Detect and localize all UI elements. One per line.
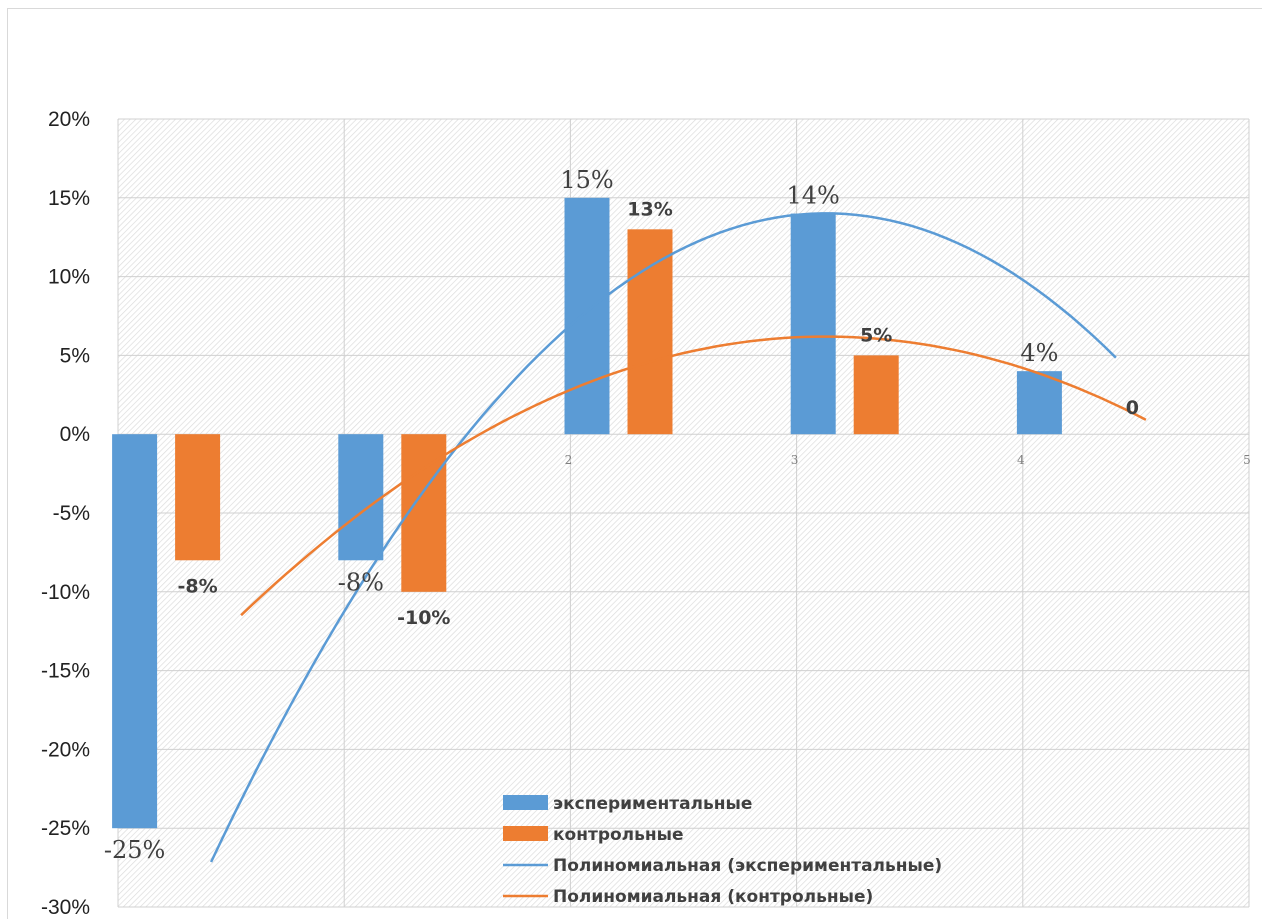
y-tick-label: 15% xyxy=(48,187,90,210)
data-label-control: 0 xyxy=(1126,397,1139,419)
data-label-control: 13% xyxy=(627,198,672,220)
gridlines xyxy=(117,118,1250,908)
y-tick-label: 10% xyxy=(48,266,90,289)
y-tick-label: -15% xyxy=(41,660,90,683)
chart-area: 20%15%10%5%0%-5%-10%-15%-20%-25%-30% 123… xyxy=(7,8,1262,919)
y-tick-label: 5% xyxy=(60,344,90,367)
y-tick-label: -5% xyxy=(53,502,90,525)
data-label-experimental: -25% xyxy=(104,836,165,864)
bars xyxy=(112,197,1062,829)
y-axis: 20% 15% 10% 5% 0% -5% -10% -15% -20% -25% -30% xyxy=(41,108,90,919)
legend-swatch xyxy=(503,795,548,810)
data-labels: -25% -8% -8% -10% 15% 13% 14% 5% 4% 0 xyxy=(104,166,1139,864)
legend-item-control: контрольные xyxy=(503,825,684,845)
bar-experimental xyxy=(564,197,610,435)
y-tick-label: 20% xyxy=(48,108,90,131)
data-label-experimental: -8% xyxy=(338,568,384,596)
legend-item-trend-experimental: Полиномиальная (экспериментальные) xyxy=(503,856,942,876)
bar-experimental xyxy=(112,434,158,829)
legend-label: Полиномиальная (контрольные) xyxy=(553,887,873,907)
x-tick-label: 3 xyxy=(791,453,799,467)
bar-control xyxy=(627,229,673,435)
x-tick-label: 2 xyxy=(565,453,573,467)
trendline-control xyxy=(240,335,1147,617)
data-label-control: 5% xyxy=(860,324,892,346)
bar-experimental xyxy=(790,213,836,435)
data-label-experimental: 4% xyxy=(1020,339,1058,367)
data-label-experimental: 15% xyxy=(560,166,613,194)
y-tick-label: -25% xyxy=(41,817,90,840)
y-tick-label: -20% xyxy=(41,738,90,761)
bar-control xyxy=(853,355,899,435)
bar-experimental xyxy=(1016,371,1062,435)
bar-experimental xyxy=(338,434,384,561)
y-tick-label: 0% xyxy=(60,423,90,446)
x-tick-label: 4 xyxy=(1017,453,1025,467)
legend-label: Полиномиальная (экспериментальные) xyxy=(553,856,942,876)
legend-swatch xyxy=(503,826,548,841)
y-tick-label: -30% xyxy=(41,896,90,919)
trendline-experimental xyxy=(209,212,1117,863)
legend: экспериментальные контрольные Полиномиальн… xyxy=(503,794,942,907)
trendlines xyxy=(209,212,1147,863)
data-label-experimental: 14% xyxy=(787,182,840,210)
data-label-control: -10% xyxy=(397,607,450,629)
bar-control xyxy=(175,434,221,561)
legend-item-experimental: экспериментальные xyxy=(503,794,752,814)
y-tick-label: -10% xyxy=(41,581,90,604)
data-label-control: -8% xyxy=(178,575,218,597)
legend-label: контрольные xyxy=(553,825,684,845)
legend-label: экспериментальные xyxy=(553,794,752,814)
x-tick-label: 5 xyxy=(1243,453,1251,467)
chart-svg: 20%15%10%5%0%-5%-10%-15%-20%-25%-30% 123… xyxy=(41,108,1251,919)
legend-item-trend-control: Полиномиальная (контрольные) xyxy=(503,887,873,907)
